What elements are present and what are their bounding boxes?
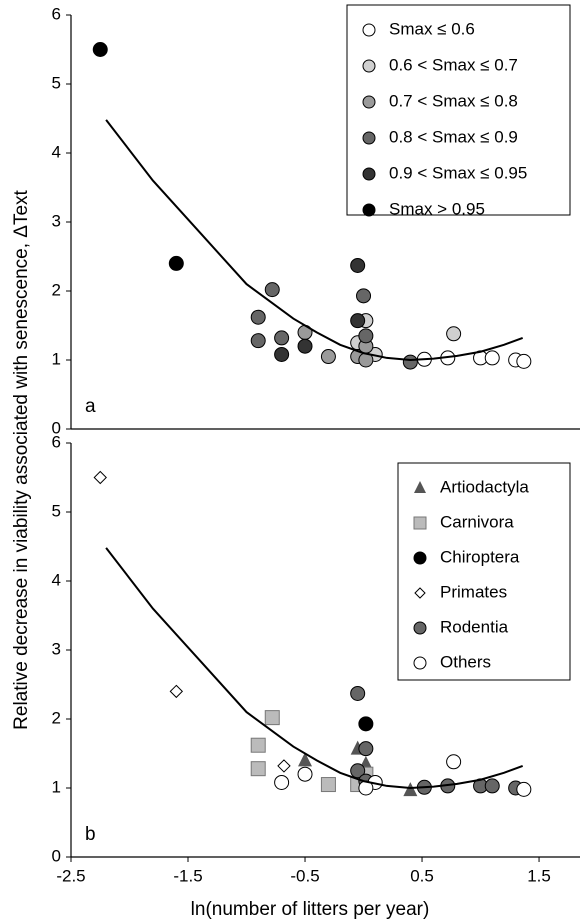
x-tick-label: -2.5	[56, 866, 85, 885]
legend-box	[397, 462, 571, 681]
marker	[274, 774, 290, 790]
legend-label: 0.7 < Smax ≤ 0.8	[389, 91, 518, 110]
marker	[356, 288, 372, 304]
y-tick-label: 0	[52, 418, 61, 437]
marker	[413, 621, 427, 635]
x-tick-label: 0.5	[410, 866, 434, 885]
marker	[358, 328, 374, 344]
legend-label: Artiodactyla	[440, 477, 529, 496]
marker	[250, 761, 266, 777]
legend-label: Smax ≤ 0.6	[389, 19, 475, 38]
marker	[250, 309, 266, 325]
marker	[362, 167, 376, 181]
y-tick-label: 2	[52, 708, 61, 727]
marker	[362, 131, 376, 145]
marker	[516, 781, 532, 797]
marker	[413, 516, 427, 530]
marker	[350, 763, 366, 779]
legend-label: Others	[440, 652, 491, 671]
marker	[362, 203, 376, 217]
marker	[350, 685, 366, 701]
marker	[250, 737, 266, 753]
legend-label: Primates	[440, 582, 507, 601]
marker	[446, 754, 462, 770]
legend-box	[346, 4, 571, 216]
x-axis-label: ln(number of litters per year)	[191, 899, 430, 920]
legend-label: 0.9 < Smax ≤ 0.95	[389, 163, 527, 182]
y-axis-label: Relative decrease in viability associate…	[11, 189, 32, 729]
marker	[402, 354, 418, 370]
legend-label: Carnivora	[440, 512, 514, 531]
marker	[297, 338, 313, 354]
marker	[274, 346, 290, 362]
y-tick-label: 1	[52, 777, 61, 796]
marker	[298, 752, 313, 767]
x-tick-label: -0.5	[290, 866, 319, 885]
marker	[250, 333, 266, 349]
marker	[93, 470, 107, 485]
marker	[297, 766, 313, 782]
marker	[414, 587, 426, 599]
legend-label: Chiroptera	[440, 547, 520, 566]
marker	[362, 59, 376, 73]
y-tick-label: 3	[52, 639, 61, 658]
marker	[168, 255, 184, 271]
marker	[446, 326, 462, 342]
y-tick-label: 6	[52, 432, 61, 451]
marker	[320, 349, 336, 365]
marker	[320, 777, 336, 793]
marker	[358, 716, 374, 732]
y-tick-label: 3	[52, 211, 61, 230]
marker	[413, 656, 427, 670]
marker	[264, 282, 280, 298]
y-tick-label: 5	[52, 501, 61, 520]
marker	[362, 95, 376, 109]
marker	[169, 684, 184, 699]
marker	[350, 257, 366, 273]
panel-label: b	[85, 824, 96, 845]
marker	[413, 551, 427, 565]
marker	[362, 23, 376, 37]
y-tick-label: 6	[52, 4, 61, 23]
marker	[264, 710, 280, 726]
marker	[274, 330, 290, 346]
y-tick-label: 4	[52, 570, 61, 589]
y-tick-label: 1	[52, 349, 61, 368]
legend-label: 0.6 < Smax ≤ 0.7	[389, 55, 518, 74]
marker	[92, 42, 108, 57]
marker	[516, 353, 532, 369]
marker	[277, 759, 291, 773]
fit-curve	[105, 547, 524, 790]
marker	[358, 741, 374, 757]
legend-label: Smax > 0.95	[389, 199, 485, 218]
fit-curve	[105, 119, 524, 362]
x-tick-label: -1.5	[173, 866, 202, 885]
marker	[484, 778, 500, 794]
y-tick-label: 5	[52, 73, 61, 92]
marker	[484, 350, 500, 366]
x-tick-label: 1.5	[527, 866, 551, 885]
y-tick-label: 2	[52, 280, 61, 299]
marker	[414, 481, 426, 493]
legend-label: 0.8 < Smax ≤ 0.9	[389, 127, 518, 146]
legend-label: Rodentia	[440, 617, 509, 636]
marker	[403, 782, 418, 797]
marker	[350, 313, 366, 329]
y-tick-label: 4	[52, 142, 61, 161]
panel-label: a	[85, 396, 96, 417]
y-tick-label: 0	[52, 846, 61, 865]
